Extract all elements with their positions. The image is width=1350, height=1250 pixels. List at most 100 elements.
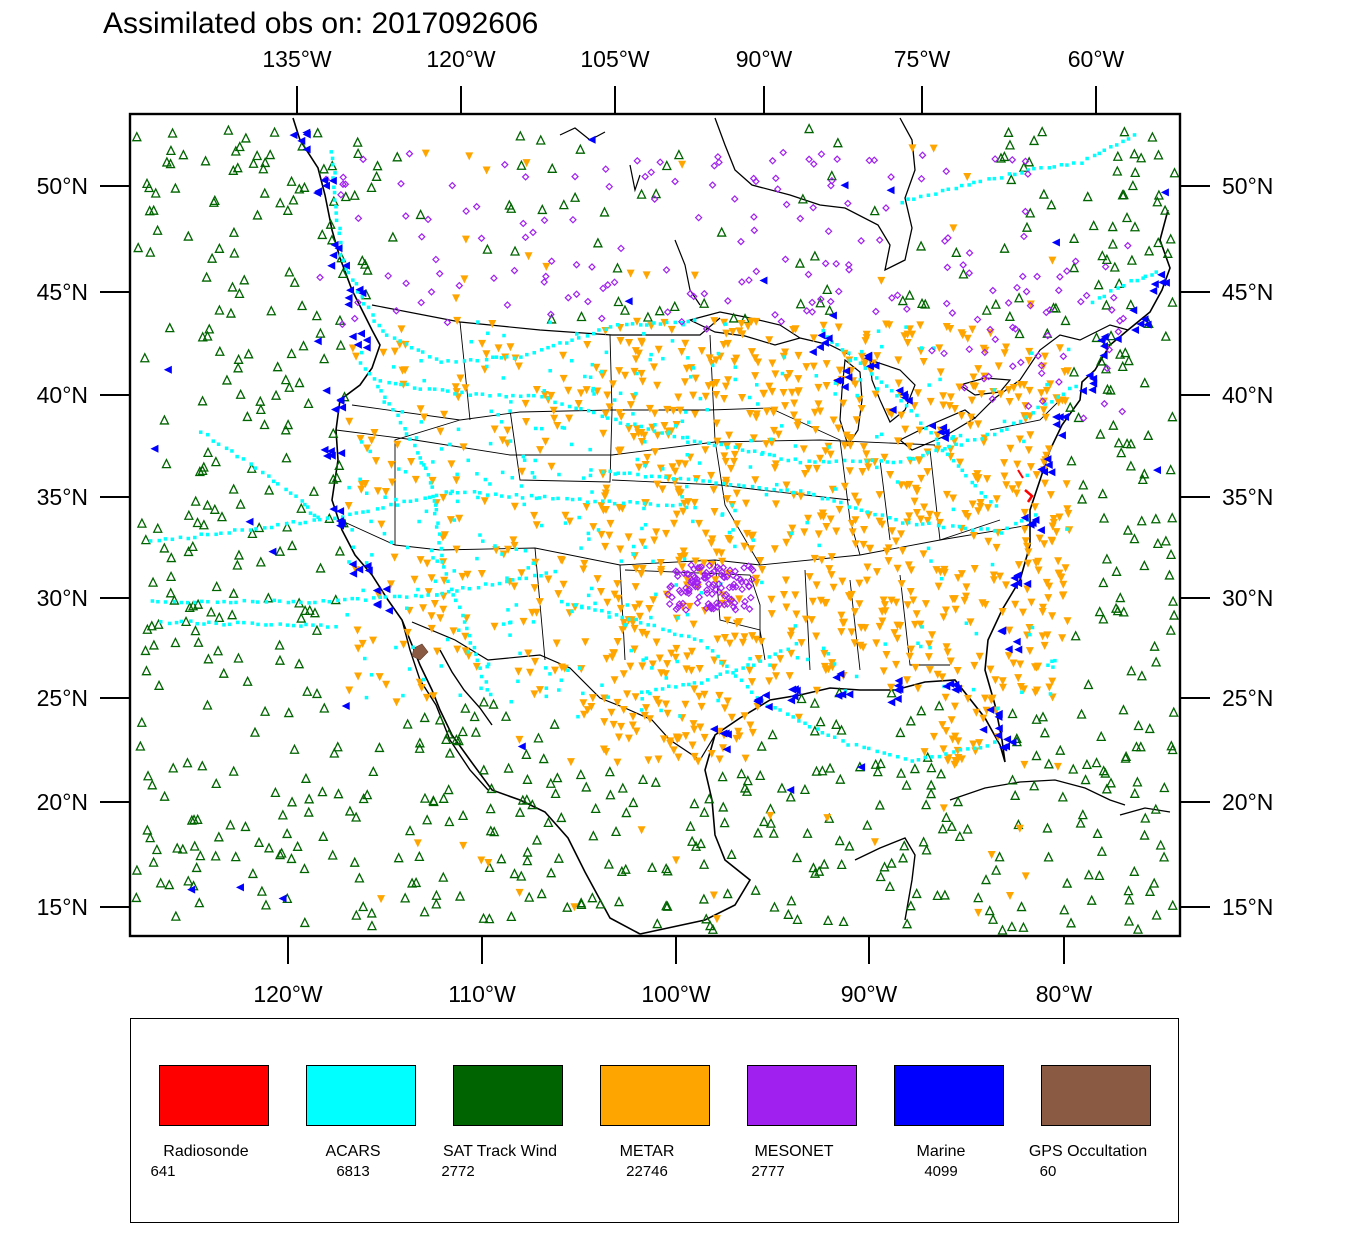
sat-track-wind-marker <box>1159 782 1170 793</box>
acars-marker <box>853 357 858 361</box>
acars-marker <box>716 698 720 703</box>
acars-marker <box>404 595 409 599</box>
metar-marker <box>975 739 984 748</box>
metar-marker <box>720 634 729 643</box>
acars-marker <box>408 437 412 441</box>
metar-marker <box>711 576 720 585</box>
acars-marker <box>832 499 836 503</box>
acars-marker <box>746 663 750 667</box>
acars-marker <box>899 398 903 403</box>
metar-marker <box>411 475 420 484</box>
mesonet-marker <box>701 574 710 583</box>
acars-marker <box>419 461 424 465</box>
sat-track-wind-marker <box>335 339 346 350</box>
sat-track-wind-marker <box>334 459 345 470</box>
sat-track-wind-marker <box>286 796 298 807</box>
marine-marker <box>994 731 1003 740</box>
sat-track-wind-marker <box>239 274 250 285</box>
metar-marker <box>913 487 922 496</box>
acars-marker <box>316 515 320 520</box>
metar-marker <box>530 511 539 520</box>
metar-marker <box>356 434 365 443</box>
sat-track-wind-marker <box>1105 384 1116 395</box>
metar-marker <box>947 716 956 725</box>
metar-marker <box>616 446 625 455</box>
metar-marker <box>599 429 608 438</box>
metar-marker <box>820 649 829 658</box>
sat-track-wind-marker <box>371 170 382 181</box>
acars-marker <box>249 462 253 466</box>
sat-track-wind-marker <box>202 699 213 710</box>
legend-name: MESONET <box>754 1143 834 1160</box>
metar-marker <box>974 365 983 374</box>
acars-marker <box>951 524 955 528</box>
mesonet-marker <box>1020 232 1028 241</box>
marine-marker <box>1161 278 1170 287</box>
metar-marker <box>619 705 628 714</box>
acars-marker <box>440 553 444 558</box>
sat-track-wind-marker <box>1144 245 1155 256</box>
metar-marker <box>700 606 709 615</box>
metar-marker <box>650 536 659 545</box>
sat-track-wind-marker <box>249 726 261 737</box>
legend-name: SAT Track Wind <box>442 1143 558 1160</box>
mesonet-marker <box>821 259 830 268</box>
acars-marker <box>523 548 528 553</box>
acars-marker <box>758 659 763 663</box>
sat-track-wind-marker <box>208 196 219 207</box>
acars-marker <box>559 678 564 682</box>
metar-marker <box>871 390 880 399</box>
metar-marker <box>740 633 749 642</box>
metar-marker <box>689 391 698 400</box>
acars-marker <box>366 305 371 310</box>
acars-marker <box>466 650 471 654</box>
sat-track-wind-marker <box>587 892 598 903</box>
sat-track-wind-marker <box>233 353 244 364</box>
sat-track-wind-marker <box>1119 126 1130 137</box>
sat-track-wind-marker <box>926 788 937 799</box>
metar-marker <box>580 710 589 719</box>
acars-marker <box>785 488 789 492</box>
sat-track-wind-marker <box>621 807 632 818</box>
metar-marker <box>715 691 724 700</box>
sat-track-wind-marker <box>458 809 469 820</box>
metar-marker <box>574 399 583 408</box>
acars-marker <box>764 492 769 497</box>
sat-track-wind-marker <box>1151 909 1162 920</box>
metar-marker <box>1053 762 1062 771</box>
mesonet-marker <box>1024 170 1032 178</box>
metar-marker <box>576 389 585 398</box>
metar-marker <box>987 850 996 859</box>
metar-marker <box>690 271 699 280</box>
sat-track-wind-marker <box>454 890 466 901</box>
metar-marker <box>839 399 848 408</box>
acars-marker <box>1065 163 1069 167</box>
sat-track-wind-marker <box>211 581 222 592</box>
sat-track-wind-marker <box>673 149 684 160</box>
acars-marker <box>591 388 595 393</box>
mesonet-marker <box>893 291 902 300</box>
mesonet-marker <box>519 219 528 228</box>
acars-marker <box>654 687 658 692</box>
acars-marker <box>519 484 524 488</box>
metar-marker <box>597 530 606 539</box>
acars-marker <box>833 381 838 385</box>
sat-track-wind-marker <box>1129 787 1140 798</box>
marine-marker <box>297 136 306 145</box>
metar-marker <box>969 373 978 382</box>
marine-marker <box>942 682 951 691</box>
sat-track-wind-marker <box>366 920 377 931</box>
acars-marker <box>940 188 945 193</box>
metar-marker <box>825 565 834 574</box>
acars-marker <box>652 623 657 628</box>
metar-marker <box>951 605 960 614</box>
mesonet-marker <box>738 278 746 286</box>
acars-marker <box>488 441 493 446</box>
metar-marker <box>709 486 718 495</box>
sat-track-wind-marker <box>717 771 728 782</box>
metar-marker <box>390 553 399 562</box>
metar-marker <box>640 431 649 440</box>
mesonet-marker <box>641 172 650 181</box>
sat-track-wind-marker <box>742 775 753 786</box>
metar-marker <box>938 673 947 682</box>
